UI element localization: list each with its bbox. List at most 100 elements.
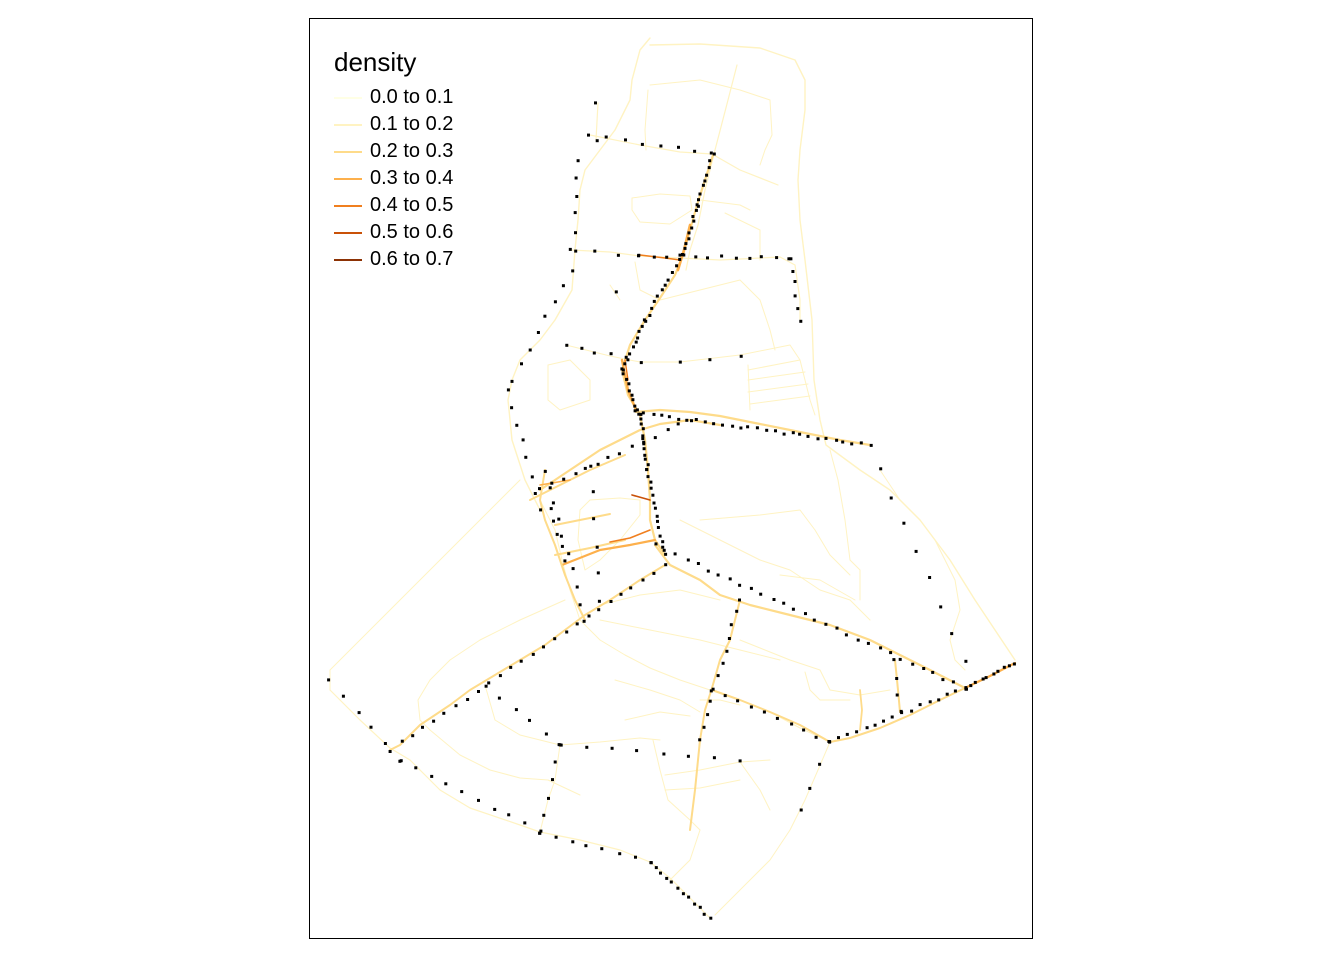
road-segment: [624, 711, 691, 721]
observation-point: [591, 490, 595, 494]
observation-point: [682, 253, 686, 257]
observation-point: [835, 626, 839, 630]
observation-point: [789, 257, 793, 261]
observation-point: [790, 722, 794, 726]
observation-point: [793, 280, 797, 283]
observation-point: [720, 254, 724, 258]
legend-swatch: [334, 231, 362, 234]
road-segment: [595, 102, 599, 141]
observation-point: [676, 422, 680, 426]
observation-point: [666, 278, 670, 282]
legend-item: 0.2 to 0.3: [334, 138, 453, 165]
observation-point: [637, 254, 640, 258]
observation-point: [555, 532, 559, 536]
observation-point: [341, 694, 345, 698]
observation-point: [973, 680, 977, 684]
observation-point: [609, 352, 613, 356]
observation-point: [530, 475, 534, 479]
road-segment: [685, 64, 738, 271]
observation-point: [690, 419, 693, 423]
observation-point: [609, 600, 613, 603]
observation-point: [398, 759, 402, 763]
road-segment: [747, 383, 809, 393]
observation-point: [706, 713, 710, 717]
observation-point: [922, 667, 926, 670]
observation-point: [553, 300, 557, 304]
road-segment: [577, 497, 641, 571]
observation-point: [687, 895, 691, 899]
road-segment: [679, 519, 871, 621]
observation-point: [575, 622, 579, 626]
observation-point: [357, 711, 361, 715]
legend-swatch: [334, 96, 362, 99]
observation-point: [950, 632, 954, 636]
observation-point: [642, 318, 646, 322]
observation-point: [658, 534, 662, 538]
observation-point: [430, 774, 434, 778]
road-segment: [484, 684, 661, 746]
road-segment: [599, 589, 721, 606]
observation-point: [635, 749, 639, 753]
observation-point: [681, 892, 685, 896]
observation-point: [618, 852, 622, 856]
observation-point: [619, 592, 623, 596]
road-segment: [894, 659, 901, 713]
observation-point: [662, 548, 666, 552]
road-segment: [669, 829, 701, 881]
observation-point: [487, 681, 491, 685]
road-segment: [417, 599, 566, 731]
road-segment: [589, 134, 779, 186]
observation-point: [587, 614, 591, 618]
observation-point: [646, 463, 650, 467]
observation-point: [723, 694, 727, 698]
road-segment: [538, 418, 722, 492]
observation-point: [837, 736, 840, 740]
observation-point: [554, 835, 558, 839]
legend: density 0.0 to 0.1 0.1 to 0.2 0.2 to 0.3 0.…: [334, 46, 453, 273]
observation-point: [879, 646, 883, 650]
road-segment: [739, 761, 771, 811]
observation-point: [539, 829, 543, 833]
observation-point: [466, 698, 470, 701]
observation-point: [697, 198, 700, 202]
legend-swatch: [334, 177, 362, 180]
observation-point: [498, 674, 502, 678]
road-segment: [699, 699, 741, 706]
observation-point: [698, 905, 702, 909]
observation-point: [484, 684, 488, 688]
observation-point: [866, 641, 870, 645]
observation-point: [528, 718, 531, 722]
observation-point: [687, 237, 691, 241]
observation-point: [824, 622, 828, 626]
map-panel: [309, 18, 1033, 939]
legend-swatch: [334, 123, 362, 126]
observation-point: [643, 457, 647, 461]
observation-point: [652, 571, 656, 575]
observation-point: [964, 659, 968, 663]
observation-point: [799, 808, 803, 812]
observation-point: [678, 257, 682, 261]
observation-point: [617, 452, 621, 456]
observation-point: [656, 526, 660, 529]
observation-point: [772, 598, 776, 601]
observation-point: [574, 176, 578, 180]
observation-point: [628, 352, 632, 356]
observation-point: [759, 255, 763, 259]
observation-point: [698, 192, 702, 196]
observation-point: [816, 437, 820, 441]
observation-point: [835, 438, 839, 442]
observation-point: [510, 406, 514, 410]
observation-point: [686, 754, 690, 758]
observation-point: [996, 669, 1000, 673]
observation-point: [621, 372, 625, 376]
observation-point: [791, 270, 795, 273]
observation-point: [735, 609, 739, 613]
observation-point: [677, 145, 680, 149]
observation-point: [709, 689, 713, 693]
road-segment: [554, 513, 611, 526]
observation-point: [506, 388, 510, 392]
legend-item: 0.1 to 0.2: [334, 111, 453, 138]
observation-point: [633, 404, 637, 408]
observation-point: [712, 422, 716, 426]
observation-point: [595, 545, 599, 549]
